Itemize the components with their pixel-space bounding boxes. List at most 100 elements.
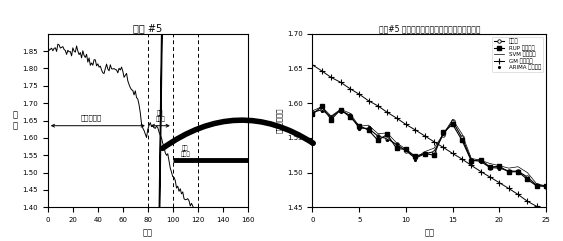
SVM 预测结果 — [543, 184, 549, 187]
ARIMA 预测结果 — [543, 185, 549, 188]
X-axis label: 循环: 循环 — [143, 228, 153, 238]
SVM 预测结果 — [412, 157, 419, 160]
ARIMA 预测结果 — [365, 126, 372, 129]
ARIMA 预测结果 — [384, 139, 391, 142]
SVM 预测结果 — [319, 105, 325, 108]
Title: 电池#5 的基元预测算法在验证区间的预测结果: 电池#5 的基元预测算法在验证区间的预测结果 — [378, 24, 480, 33]
SVM 预测结果 — [431, 147, 437, 150]
Line: GM 预测结果: GM 预测结果 — [309, 61, 549, 215]
GM 预测结果 — [309, 63, 316, 66]
SVM 预测结果 — [393, 141, 400, 144]
真实值 — [365, 127, 372, 130]
ARIMA 预测结果 — [449, 121, 456, 124]
ARIMA 预测结果 — [374, 134, 381, 137]
真实值 — [506, 170, 512, 173]
真实值 — [449, 120, 456, 123]
GM 预测结果 — [365, 99, 372, 102]
GM 预测结果 — [543, 210, 549, 213]
SVM 预测结果 — [384, 132, 391, 134]
RUP 预测结果 — [309, 113, 316, 116]
GM 预测结果 — [459, 158, 466, 161]
GM 预测结果 — [412, 128, 419, 131]
RUP 预测结果 — [468, 160, 475, 162]
GM 预测结果 — [496, 181, 503, 184]
真实值 — [403, 149, 409, 152]
RUP 预测结果 — [319, 105, 325, 108]
ARIMA 预测结果 — [309, 111, 316, 114]
Y-axis label: 容
量: 容 量 — [13, 111, 18, 130]
SVM 预测结果 — [477, 159, 484, 162]
Text: 训练数据集: 训练数据集 — [81, 114, 102, 121]
SVM 预测结果 — [459, 133, 466, 135]
GM 预测结果 — [515, 193, 521, 196]
RUP 预测结果 — [384, 133, 391, 136]
SVM 预测结果 — [356, 125, 363, 128]
GM 预测结果 — [356, 93, 363, 96]
Line: 真实值: 真实值 — [311, 108, 548, 188]
SVM 预测结果 — [346, 112, 353, 114]
GM 预测结果 — [328, 76, 334, 79]
真实值 — [412, 157, 419, 160]
GM 预测结果 — [440, 146, 446, 149]
SVM 预测结果 — [506, 167, 512, 170]
RUP 预测结果 — [515, 170, 521, 173]
真实值 — [356, 127, 363, 129]
RUP 预测结果 — [393, 147, 400, 150]
Text: 测试
数据集: 测试 数据集 — [180, 145, 190, 157]
SVM 预测结果 — [403, 148, 409, 151]
GM 预测结果 — [468, 164, 475, 167]
SVM 预测结果 — [309, 109, 316, 112]
ARIMA 预测结果 — [421, 154, 428, 157]
GM 预测结果 — [421, 134, 428, 137]
真实值 — [346, 114, 353, 117]
真实值 — [337, 109, 344, 112]
GM 预测结果 — [319, 69, 325, 72]
GM 预测结果 — [374, 104, 381, 107]
真实值 — [496, 167, 503, 169]
ARIMA 预测结果 — [356, 127, 363, 130]
GM 预测结果 — [524, 200, 531, 203]
Y-axis label: 预测电池容量: 预测电池容量 — [276, 108, 283, 133]
GM 预测结果 — [533, 205, 540, 208]
真实值 — [524, 176, 531, 179]
SVM 预测结果 — [533, 182, 540, 185]
SVM 预测结果 — [468, 157, 475, 160]
Legend: 真实值, RUP 预测结果, SVM 预测结果, GM 预测结果, ARIMA 预测结果: 真实值, RUP 预测结果, SVM 预测结果, GM 预测结果, ARIMA … — [492, 37, 543, 72]
GM 预测结果 — [403, 123, 409, 126]
GM 预测结果 — [449, 152, 456, 155]
RUP 预测结果 — [459, 139, 466, 142]
SVM 预测结果 — [524, 171, 531, 174]
SVM 预测结果 — [337, 108, 344, 111]
GM 预测结果 — [393, 117, 400, 120]
SVM 预测结果 — [421, 150, 428, 153]
RUP 预测结果 — [543, 184, 549, 187]
SVM 预测结果 — [496, 164, 503, 167]
ARIMA 预测结果 — [486, 166, 493, 169]
ARIMA 预测结果 — [431, 154, 437, 157]
RUP 预测结果 — [412, 155, 419, 158]
RUP 预测结果 — [421, 152, 428, 155]
RUP 预测结果 — [374, 139, 381, 142]
SVM 预测结果 — [449, 118, 456, 121]
ARIMA 预测结果 — [477, 161, 484, 164]
ARIMA 预测结果 — [459, 140, 466, 143]
真实值 — [468, 159, 475, 162]
ARIMA 预测结果 — [346, 114, 353, 116]
RUP 预测结果 — [440, 131, 446, 134]
真实值 — [515, 170, 521, 173]
GM 预测结果 — [506, 187, 512, 190]
RUP 预测结果 — [533, 185, 540, 187]
RUP 预测结果 — [486, 166, 493, 168]
真实值 — [533, 184, 540, 187]
ARIMA 预测结果 — [515, 172, 521, 175]
GM 预测结果 — [431, 140, 437, 143]
Text: 验证
数据集: 验证 数据集 — [155, 111, 165, 122]
ARIMA 预测结果 — [337, 110, 344, 113]
Line: RUP 预测结果: RUP 预测结果 — [311, 105, 548, 188]
RUP 预测结果 — [477, 158, 484, 161]
ARIMA 预测结果 — [440, 133, 446, 135]
真实值 — [384, 137, 391, 140]
RUP 预测结果 — [328, 118, 334, 121]
RUP 预测结果 — [496, 165, 503, 168]
ARIMA 预测结果 — [506, 170, 512, 173]
